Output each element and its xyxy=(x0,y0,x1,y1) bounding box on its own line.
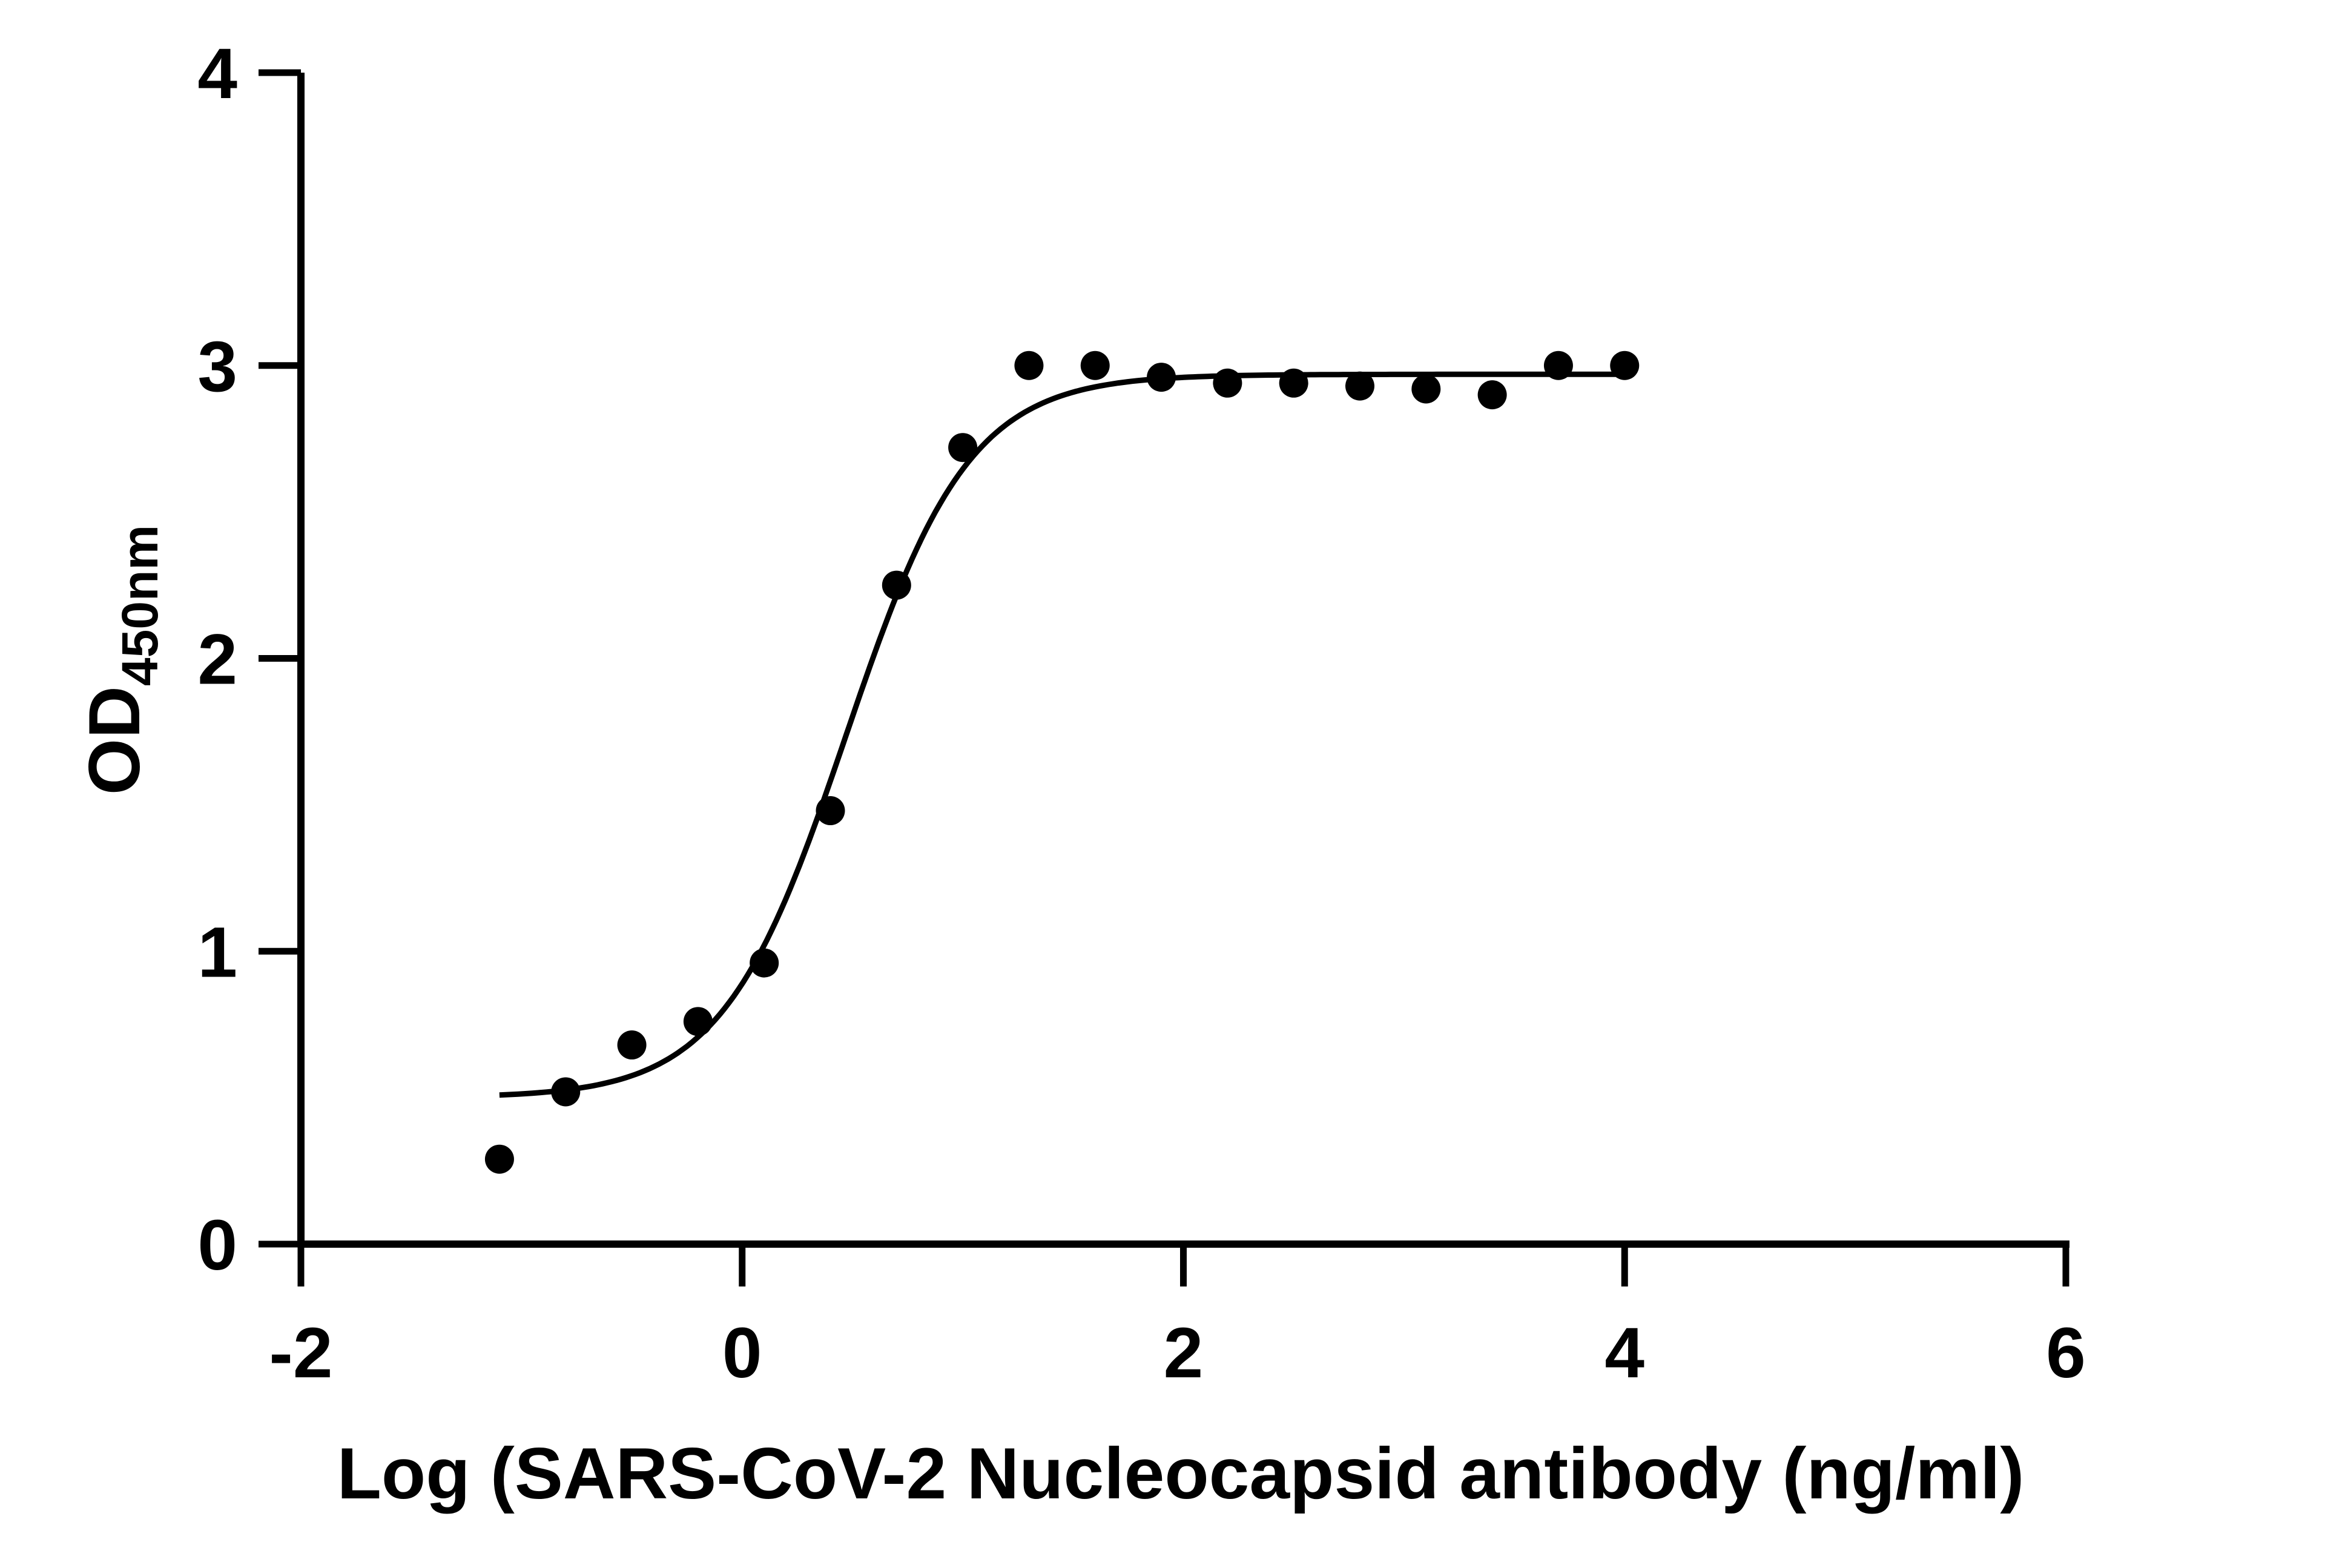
x-tick-label-0: 0 xyxy=(722,1313,762,1393)
data-point-4 xyxy=(683,1007,713,1036)
y-axis-title-main: OD xyxy=(74,686,155,795)
y-tick-label-3: 3 xyxy=(197,327,237,407)
data-point-2 xyxy=(551,1077,581,1107)
y-axis-ticks: 0 1 2 3 4 xyxy=(197,34,301,1285)
data-point-3 xyxy=(617,1030,647,1060)
x-tick-label--2: -2 xyxy=(269,1313,333,1393)
data-point-10 xyxy=(1080,351,1110,380)
data-point-13 xyxy=(1279,368,1308,398)
axes xyxy=(297,73,2069,1248)
data-point-8 xyxy=(948,433,978,463)
data-point-18 xyxy=(1610,351,1640,380)
x-tick-label-6: 6 xyxy=(2046,1313,2086,1393)
data-point-15 xyxy=(1411,374,1441,404)
x-axis-title: Log (SARS-CoV-2 Nucleocapsid antibody (n… xyxy=(337,1433,2025,1514)
fit-curve xyxy=(499,371,1625,1098)
data-point-14 xyxy=(1345,371,1374,401)
x-axis-ticks: -2 0 2 4 6 xyxy=(269,1244,2086,1393)
data-point-6 xyxy=(816,796,845,826)
y-tick-label-1: 1 xyxy=(197,912,237,992)
data-point-7 xyxy=(882,570,911,600)
y-axis-title-subscript: 450nm xyxy=(111,525,168,686)
y-tick-label-2: 2 xyxy=(197,620,237,700)
y-tick-label-0: 0 xyxy=(197,1205,237,1285)
data-point-9 xyxy=(1014,351,1044,380)
data-point-1 xyxy=(484,1144,514,1174)
data-point-11 xyxy=(1147,363,1176,392)
y-tick-label-4: 4 xyxy=(197,34,237,114)
x-tick-label-2: 2 xyxy=(1164,1313,1204,1393)
data-points xyxy=(484,351,1640,1174)
y-axis-title: OD450nm xyxy=(74,525,168,795)
data-point-5 xyxy=(750,948,779,978)
data-point-16 xyxy=(1477,380,1507,410)
x-tick-label-4: 4 xyxy=(1604,1313,1644,1393)
data-point-12 xyxy=(1213,368,1242,398)
data-point-17 xyxy=(1543,351,1573,380)
